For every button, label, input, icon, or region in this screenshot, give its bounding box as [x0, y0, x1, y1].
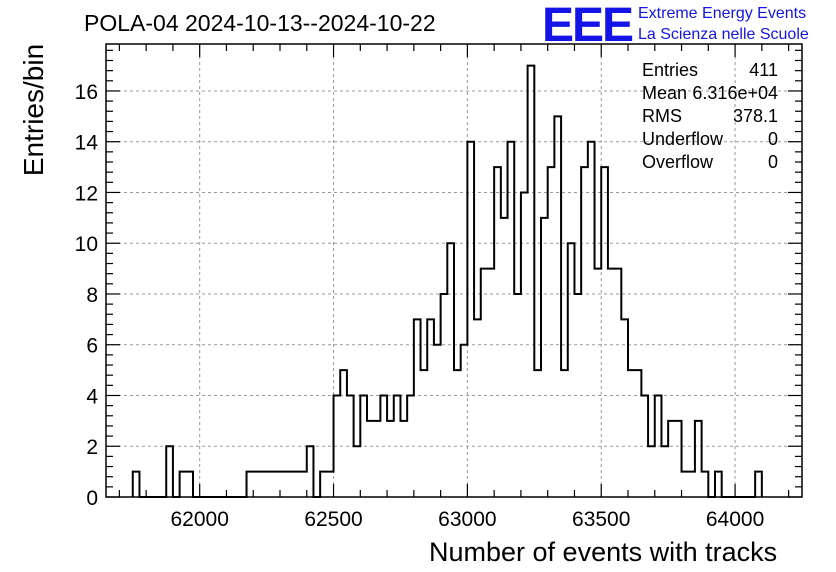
histogram-bin-44	[427, 319, 434, 497]
histogram-bin-79	[661, 446, 668, 497]
histogram-bin-21	[273, 472, 280, 497]
histogram-bin-5	[166, 446, 173, 497]
y-tick-label-6: 6	[86, 335, 98, 358]
histogram-bin-70	[601, 167, 608, 497]
chart-title: POLA-04 2024-10-13--2024-10-22	[84, 10, 436, 36]
histogram-bin-28	[320, 472, 327, 497]
histogram-bin-42	[414, 319, 421, 497]
logo-line-2: La Scienza nelle Scuole	[638, 26, 809, 43]
x-tick-label-63000: 63000	[438, 508, 496, 531]
histogram-bin-83	[688, 472, 695, 497]
histogram-bin-82	[682, 472, 689, 497]
histogram-bin-64	[561, 370, 568, 497]
x-tick-label-62500: 62500	[304, 508, 362, 531]
histogram-bin-63	[554, 116, 561, 497]
y-tick-label-12: 12	[75, 182, 98, 205]
eee-logo: EEE	[542, 0, 634, 52]
histogram-bin-65	[568, 243, 575, 497]
histogram-bin-38	[387, 421, 394, 497]
histogram-bin-47	[447, 243, 454, 497]
logo-line-1: Extreme Energy Events	[638, 5, 807, 22]
y-tick-label-10: 10	[75, 233, 98, 256]
y-tick-label-8: 8	[86, 284, 98, 307]
histogram-bin-45	[434, 345, 441, 497]
histogram-bin-72	[615, 269, 622, 497]
y-tick-label-14: 14	[75, 132, 99, 155]
histogram-bin-60	[534, 370, 541, 497]
x-tick-label-63500: 63500	[572, 508, 630, 531]
histogram-bin-55	[501, 218, 508, 497]
stat-name-mean: Mean	[642, 83, 688, 103]
histogram-bin-93	[755, 472, 762, 497]
histogram-bin-71	[608, 269, 615, 497]
histogram-bin-68	[588, 142, 595, 497]
histogram-bin-77	[648, 446, 655, 497]
histogram-bin-24	[293, 472, 300, 497]
histogram-bin-29	[327, 472, 334, 497]
histogram-bin-84	[695, 421, 702, 497]
histogram-bin-17	[247, 472, 254, 497]
y-tick-label-4: 4	[86, 385, 98, 408]
histogram-bin-52	[481, 269, 488, 497]
histogram-bin-80	[668, 421, 675, 497]
histogram-bin-51	[474, 319, 481, 497]
x-tick-label-62000: 62000	[170, 508, 228, 531]
stat-name-rms: RMS	[642, 106, 682, 126]
stat-name-entries: Entries	[642, 60, 699, 80]
histogram-bin-26	[307, 446, 314, 497]
histogram-bin-33	[354, 446, 361, 497]
histogram-bin-87	[715, 472, 722, 497]
histogram-bin-31	[340, 370, 347, 497]
histogram-outline	[131, 64, 763, 498]
histogram-bin-20	[267, 472, 274, 497]
histogram-bin-18	[253, 472, 260, 497]
histogram-bin-75	[635, 370, 642, 497]
histogram-bin-0	[133, 472, 140, 497]
y-axis-label: Entries/bin	[18, 43, 49, 177]
histogram-bin-69	[595, 269, 602, 497]
histogram-bin-67	[581, 167, 588, 497]
histogram-bin-50	[467, 142, 474, 497]
histogram-bin-43	[421, 370, 428, 497]
histogram-bin-81	[675, 421, 682, 497]
histogram-bin-35	[367, 421, 374, 497]
histogram-bin-22	[280, 472, 287, 497]
histogram-bin-61	[541, 218, 548, 497]
stat-value-entries: 411	[749, 60, 778, 80]
histogram-bin-7	[180, 472, 187, 497]
histogram-bin-40	[400, 421, 407, 497]
histogram-bin-54	[494, 167, 501, 497]
stat-name-overflow: Overflow	[642, 152, 714, 172]
y-tick-label-16: 16	[75, 81, 98, 104]
histogram-bin-62	[548, 167, 555, 497]
histogram-bin-73	[621, 319, 628, 497]
histogram-bin-53	[487, 269, 494, 497]
y-tick-label-2: 2	[86, 436, 98, 459]
histogram-bin-23	[287, 472, 294, 497]
stat-value-underflow: 0	[767, 129, 778, 149]
histogram-bin-59	[528, 66, 535, 497]
plot-frame	[105, 43, 803, 498]
histogram-bin-48	[454, 370, 461, 497]
histogram-bin-56	[508, 142, 515, 497]
histogram-bin-25	[300, 472, 307, 497]
y-tick-label-0: 0	[86, 487, 98, 510]
histogram-bin-49	[461, 345, 468, 497]
stat-value-rms: 378.1	[732, 106, 778, 126]
stat-value-mean: 6.316e+04	[692, 83, 778, 103]
histogram-bin-19	[260, 472, 267, 497]
stat-name-underflow: Underflow	[642, 129, 724, 149]
histogram-bin-85	[702, 472, 709, 497]
histogram-bin-74	[628, 370, 635, 497]
x-tick-label-64000: 64000	[706, 508, 764, 531]
histogram-bin-8	[186, 472, 193, 497]
histogram-bin-36	[374, 421, 381, 497]
x-axis-label: Number of events with tracks	[429, 537, 778, 567]
stat-value-overflow: 0	[767, 152, 778, 172]
